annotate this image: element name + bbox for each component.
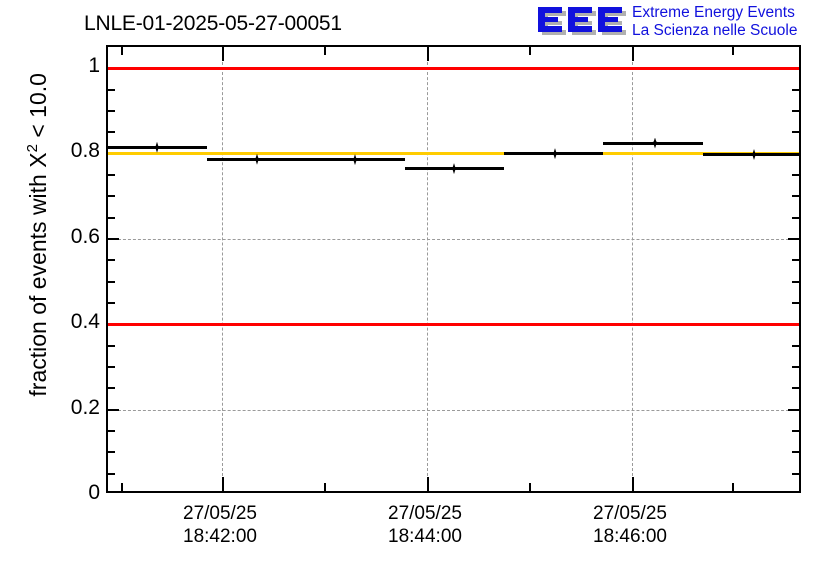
y-axis-major-tick <box>108 238 119 240</box>
reference-line-upper-red-limit <box>108 66 799 70</box>
y-tick-label-group: 0 0.2 0.4 0.6 0.8 1 <box>40 45 100 505</box>
page-title: LNLE-01-2025-05-27-00051 <box>84 12 342 35</box>
y-axis-minor-tick <box>108 216 115 219</box>
data-point-marker <box>649 137 661 149</box>
x-axis-major-tick <box>222 477 224 491</box>
y-axis-minor-tick-right <box>792 131 799 134</box>
y-axis-minor-tick-right <box>792 110 799 112</box>
x-axis-minor-tick <box>732 483 734 491</box>
y-axis-major-tick <box>108 408 119 411</box>
data-point-marker <box>549 148 561 160</box>
x-axis-major-tick-top <box>427 47 429 61</box>
reference-line-gold-reference <box>108 152 799 156</box>
reference-line-lower-red-limit <box>108 322 799 326</box>
x-tick-time: 18:46:00 <box>593 526 667 547</box>
y-axis-minor-tick-right <box>792 195 799 198</box>
y-axis-minor-tick-right <box>792 280 799 283</box>
y-tick-label: 0.2 <box>70 395 100 419</box>
y-axis-minor-tick <box>108 88 115 91</box>
data-point-marker <box>151 141 163 153</box>
eee-logo-text: Extreme Energy Events La Scienza nelle S… <box>632 4 832 40</box>
y-axis-title-superscript: 2 <box>24 144 42 153</box>
data-point-marker <box>748 149 760 161</box>
x-tick-date: 27/05/25 <box>593 503 667 524</box>
y-axis-minor-tick <box>108 430 115 432</box>
x-tick-time: 18:44:00 <box>388 526 462 547</box>
x-axis-minor-tick-top <box>121 47 123 55</box>
y-axis-minor-tick <box>108 259 115 262</box>
x-axis-minor-tick <box>324 483 326 491</box>
y-axis-minor-tick-right <box>792 366 799 368</box>
y-axis-minor-tick-right <box>792 302 799 304</box>
gridline-vertical <box>427 47 428 491</box>
y-axis-minor-tick-right <box>792 88 799 91</box>
y-axis-major-tick-right <box>788 238 799 240</box>
x-tick-label: 27/05/25 18:44:00 <box>388 502 462 548</box>
x-axis-major-tick <box>632 477 634 491</box>
x-tick-date: 27/05/25 <box>183 503 257 524</box>
y-axis-minor-tick-right <box>792 451 799 454</box>
y-axis-minor-tick <box>108 451 115 454</box>
gridline-horizontal <box>108 239 799 240</box>
data-point-marker <box>251 153 263 165</box>
x-axis-minor-tick-top <box>324 47 326 55</box>
logo-line-2: La Scienza nelle Scuole <box>632 22 798 39</box>
y-axis-minor-tick-right <box>792 259 799 262</box>
x-axis-major-tick-top <box>632 47 634 61</box>
x-axis-major-tick-top <box>222 47 224 61</box>
gridline-vertical <box>632 47 633 491</box>
x-tick-label: 27/05/25 18:42:00 <box>183 502 257 548</box>
y-axis-minor-tick <box>108 387 115 390</box>
x-axis-minor-tick-top <box>732 47 734 55</box>
x-axis-major-tick <box>427 477 429 491</box>
eee-logo-mark <box>536 6 628 40</box>
y-axis-minor-tick-right <box>792 216 799 219</box>
y-tick-label: 1 <box>88 53 100 77</box>
data-point-marker <box>349 154 361 166</box>
data-point-marker <box>448 163 460 175</box>
y-tick-label: 0.8 <box>70 139 100 162</box>
y-axis-minor-tick <box>108 195 115 198</box>
logo-line-1: Extreme Energy Events <box>632 4 795 21</box>
y-axis-minor-tick-right <box>792 472 799 475</box>
y-axis-minor-tick <box>108 110 115 112</box>
x-axis-minor-tick <box>121 483 123 491</box>
y-axis-minor-tick-right <box>792 344 799 347</box>
y-axis-minor-tick <box>108 131 115 134</box>
y-tick-label: 0 <box>88 481 100 504</box>
eee-logo-glyph <box>538 7 626 35</box>
y-tick-label: 0.4 <box>70 310 100 333</box>
y-axis-minor-tick-right <box>792 387 799 390</box>
y-axis-minor-tick-right <box>792 430 799 432</box>
y-axis-minor-tick <box>108 472 115 475</box>
x-tick-label: 27/05/25 18:46:00 <box>593 502 667 548</box>
gridline-horizontal <box>108 409 799 411</box>
plot-inner-area <box>108 47 799 491</box>
x-axis-minor-tick <box>529 483 531 491</box>
y-axis-minor-tick <box>108 302 115 304</box>
y-axis-minor-tick-right <box>792 174 799 176</box>
gridline-vertical <box>222 47 223 491</box>
y-axis-major-tick-right <box>788 408 799 411</box>
y-tick-label: 0.6 <box>70 224 100 248</box>
y-axis-minor-tick <box>108 344 115 347</box>
plot-frame <box>106 45 801 493</box>
x-tick-time: 18:42:00 <box>183 526 257 547</box>
eee-logo: Extreme Energy Events La Scienza nelle S… <box>536 4 832 42</box>
y-axis-minor-tick <box>108 366 115 368</box>
y-axis-minor-tick <box>108 174 115 176</box>
y-axis-minor-tick <box>108 280 115 283</box>
x-axis-minor-tick-top <box>529 47 531 55</box>
x-tick-date: 27/05/25 <box>388 503 462 524</box>
